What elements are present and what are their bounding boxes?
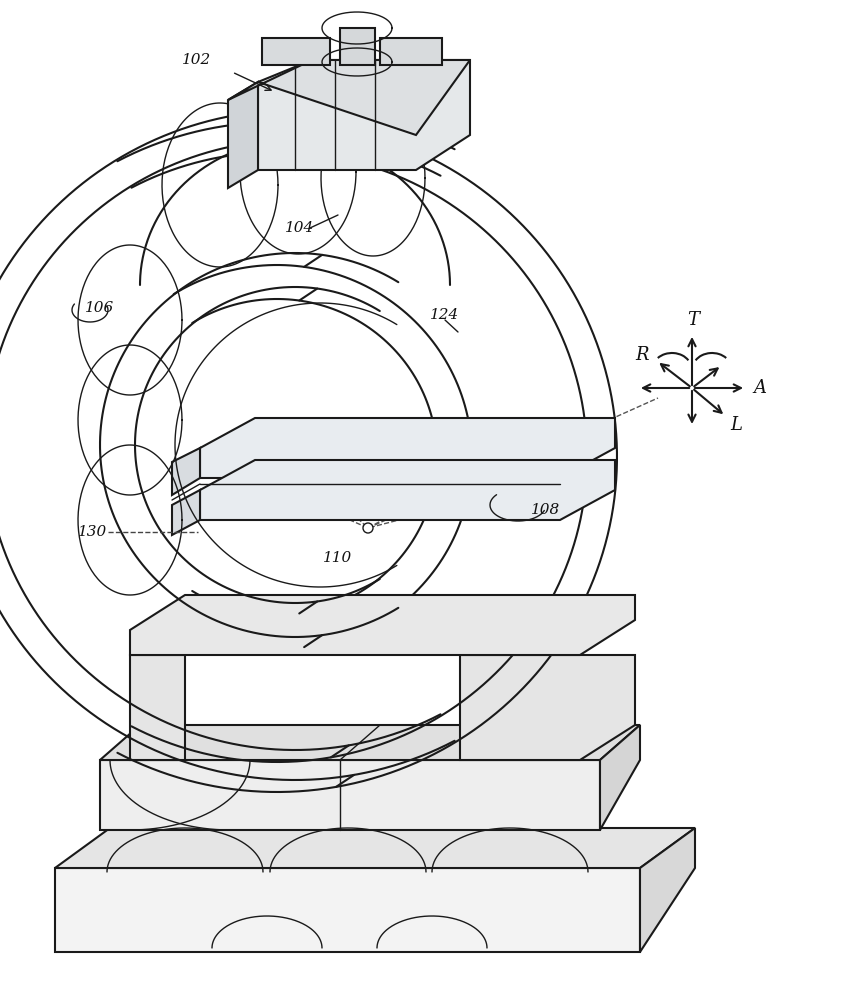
Text: T: T [687, 311, 699, 329]
Polygon shape [600, 725, 640, 830]
Polygon shape [262, 38, 330, 65]
Polygon shape [200, 418, 615, 478]
Text: 130: 130 [78, 525, 107, 539]
Polygon shape [640, 828, 695, 952]
Text: 108: 108 [531, 503, 561, 517]
Polygon shape [460, 655, 635, 760]
Polygon shape [172, 448, 200, 495]
Polygon shape [100, 725, 640, 760]
Polygon shape [200, 460, 615, 520]
Polygon shape [55, 868, 640, 952]
Text: 110: 110 [323, 551, 353, 565]
Text: 124: 124 [431, 308, 459, 322]
Text: A: A [754, 379, 766, 397]
Polygon shape [172, 490, 200, 535]
Text: 102: 102 [182, 53, 212, 67]
Polygon shape [380, 38, 442, 65]
Text: 104: 104 [285, 221, 314, 235]
Polygon shape [228, 60, 470, 135]
Text: R: R [635, 346, 649, 364]
Polygon shape [130, 595, 635, 655]
Text: L: L [730, 416, 742, 434]
Polygon shape [258, 60, 470, 170]
Polygon shape [100, 760, 600, 830]
Circle shape [363, 523, 373, 533]
Polygon shape [130, 655, 185, 760]
Polygon shape [340, 28, 375, 65]
Polygon shape [55, 828, 695, 868]
Text: 106: 106 [85, 301, 114, 315]
Polygon shape [228, 82, 258, 188]
